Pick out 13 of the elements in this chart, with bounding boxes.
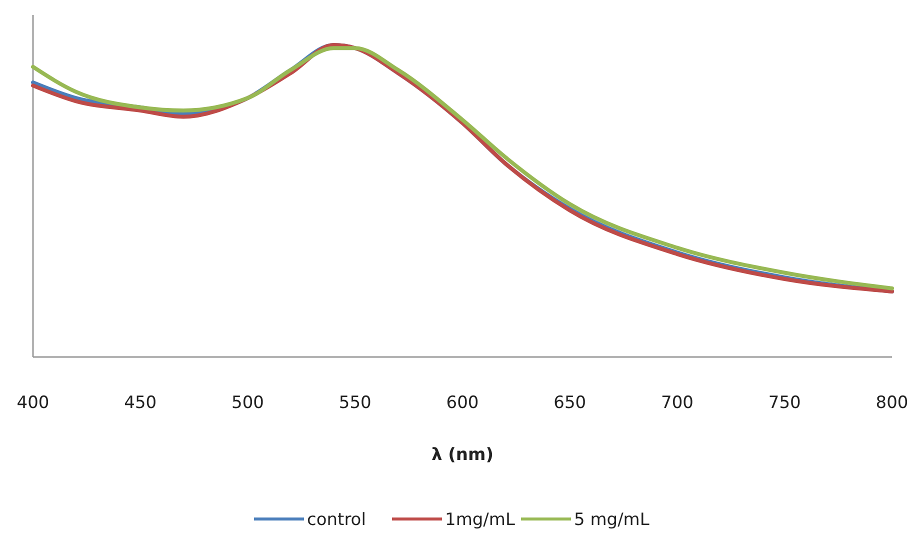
- x-tick-label: 400: [16, 393, 50, 413]
- x-axis-title: λ (nm): [431, 445, 494, 465]
- x-tick-label: 750: [768, 393, 801, 413]
- x-tick-label: 600: [446, 393, 479, 413]
- legend-label: 5 mg/mL: [574, 510, 650, 530]
- legend-label: 1mg/mL: [445, 510, 516, 530]
- x-tick-label: 800: [876, 393, 908, 413]
- x-tick-label: 700: [661, 393, 694, 413]
- x-tick-label: 650: [554, 393, 586, 413]
- x-tick-label: 500: [232, 393, 264, 413]
- legend-label: control: [307, 510, 366, 530]
- x-tick-label: 550: [338, 393, 372, 413]
- x-tick-label: 450: [124, 393, 157, 413]
